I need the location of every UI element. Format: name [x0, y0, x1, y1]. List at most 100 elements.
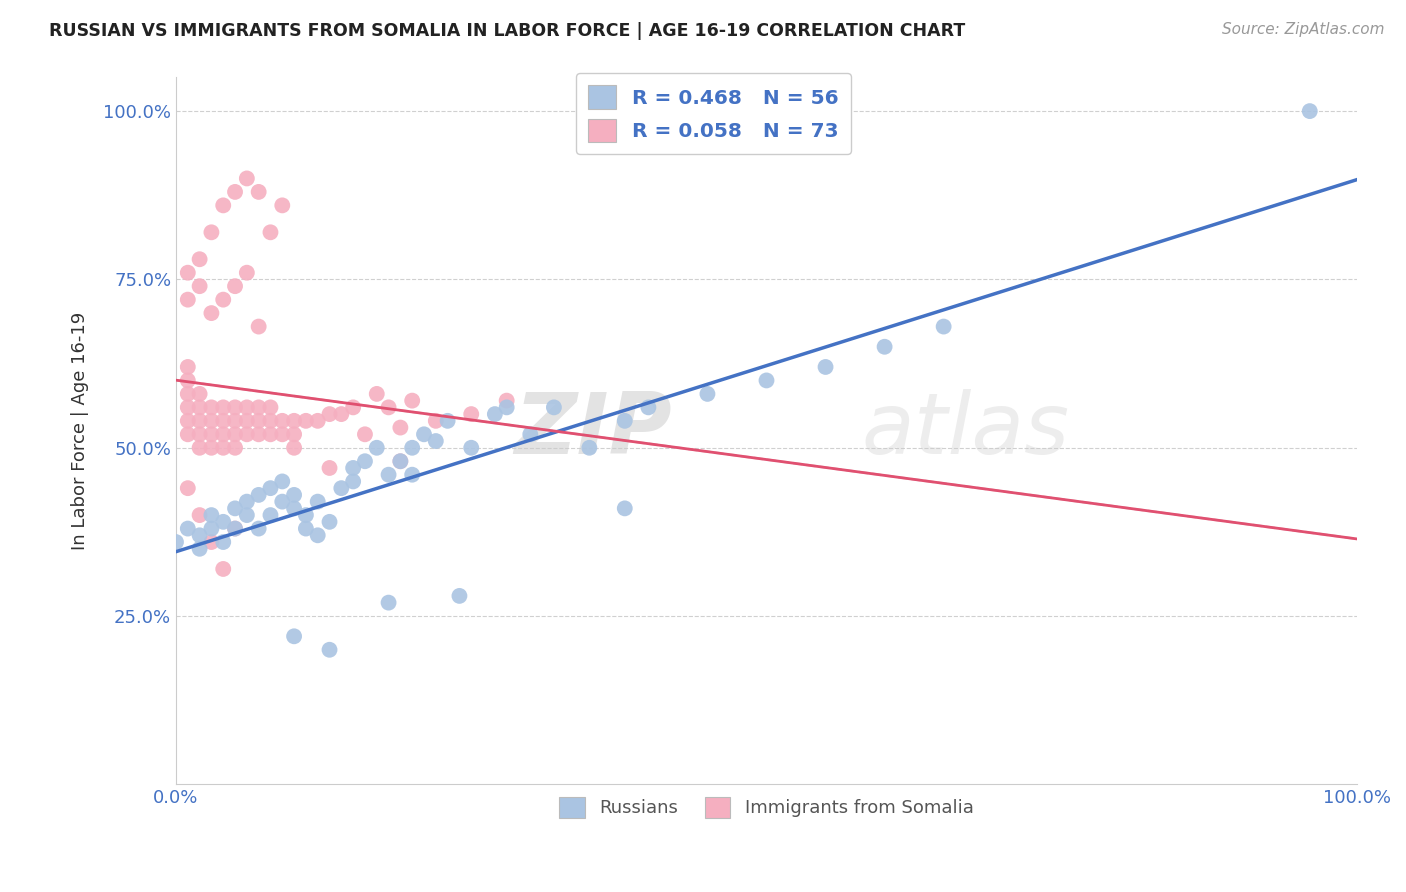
Legend: Russians, Immigrants from Somalia: Russians, Immigrants from Somalia: [553, 789, 981, 825]
Point: [318, 515, 340, 529]
Point: [307, 414, 329, 428]
Text: ZIP: ZIP: [515, 390, 672, 473]
Point: [188, 508, 211, 522]
Point: [200, 522, 222, 536]
Point: [212, 515, 235, 529]
Point: [425, 434, 447, 448]
Point: [247, 401, 270, 415]
Point: [366, 441, 388, 455]
Point: [177, 293, 200, 307]
Point: [401, 441, 423, 455]
Point: [212, 441, 235, 455]
Point: [247, 319, 270, 334]
Point: [236, 494, 259, 508]
Point: [425, 414, 447, 428]
Point: [224, 427, 246, 442]
Point: [177, 373, 200, 387]
Point: [637, 401, 659, 415]
Point: [1299, 104, 1322, 119]
Point: [354, 454, 377, 468]
Point: [224, 185, 246, 199]
Point: [188, 252, 211, 267]
Point: [188, 387, 211, 401]
Point: [283, 441, 305, 455]
Point: [342, 461, 364, 475]
Point: [236, 508, 259, 522]
Point: [283, 629, 305, 643]
Point: [814, 359, 837, 374]
Text: Source: ZipAtlas.com: Source: ZipAtlas.com: [1222, 22, 1385, 37]
Point: [224, 441, 246, 455]
Point: [436, 414, 458, 428]
Point: [259, 414, 281, 428]
Point: [200, 441, 222, 455]
Point: [342, 475, 364, 489]
Point: [212, 401, 235, 415]
Point: [401, 467, 423, 482]
Point: [613, 414, 636, 428]
Point: [460, 407, 482, 421]
Text: RUSSIAN VS IMMIGRANTS FROM SOMALIA IN LABOR FORCE | AGE 16-19 CORRELATION CHART: RUSSIAN VS IMMIGRANTS FROM SOMALIA IN LA…: [49, 22, 966, 40]
Point: [259, 225, 281, 239]
Point: [318, 461, 340, 475]
Point: [259, 401, 281, 415]
Point: [177, 266, 200, 280]
Point: [389, 454, 412, 468]
Point: [696, 387, 718, 401]
Point: [247, 414, 270, 428]
Point: [188, 414, 211, 428]
Point: [519, 427, 541, 442]
Point: [177, 522, 200, 536]
Point: [188, 441, 211, 455]
Point: [389, 454, 412, 468]
Point: [236, 171, 259, 186]
Point: [578, 441, 600, 455]
Point: [283, 501, 305, 516]
Point: [224, 279, 246, 293]
Point: [401, 393, 423, 408]
Point: [212, 535, 235, 549]
Point: [460, 441, 482, 455]
Point: [212, 414, 235, 428]
Point: [495, 393, 517, 408]
Point: [307, 494, 329, 508]
Point: [200, 414, 222, 428]
Point: [224, 501, 246, 516]
Point: [613, 501, 636, 516]
Point: [873, 340, 896, 354]
Point: [236, 414, 259, 428]
Point: [224, 401, 246, 415]
Point: [224, 522, 246, 536]
Point: [212, 427, 235, 442]
Point: [247, 185, 270, 199]
Point: [449, 589, 471, 603]
Point: [271, 414, 294, 428]
Point: [200, 535, 222, 549]
Point: [495, 401, 517, 415]
Point: [212, 198, 235, 212]
Point: [200, 401, 222, 415]
Point: [236, 401, 259, 415]
Point: [188, 427, 211, 442]
Text: atlas: atlas: [860, 390, 1069, 473]
Point: [177, 414, 200, 428]
Point: [177, 401, 200, 415]
Point: [177, 359, 200, 374]
Point: [177, 387, 200, 401]
Point: [755, 373, 778, 387]
Point: [236, 266, 259, 280]
Point: [377, 596, 399, 610]
Point: [236, 427, 259, 442]
Point: [318, 407, 340, 421]
Point: [377, 467, 399, 482]
Point: [177, 427, 200, 442]
Point: [307, 528, 329, 542]
Point: [200, 508, 222, 522]
Point: [200, 306, 222, 320]
Point: [389, 420, 412, 434]
Point: [271, 198, 294, 212]
Point: [330, 407, 353, 421]
Point: [271, 427, 294, 442]
Point: [247, 522, 270, 536]
Point: [271, 475, 294, 489]
